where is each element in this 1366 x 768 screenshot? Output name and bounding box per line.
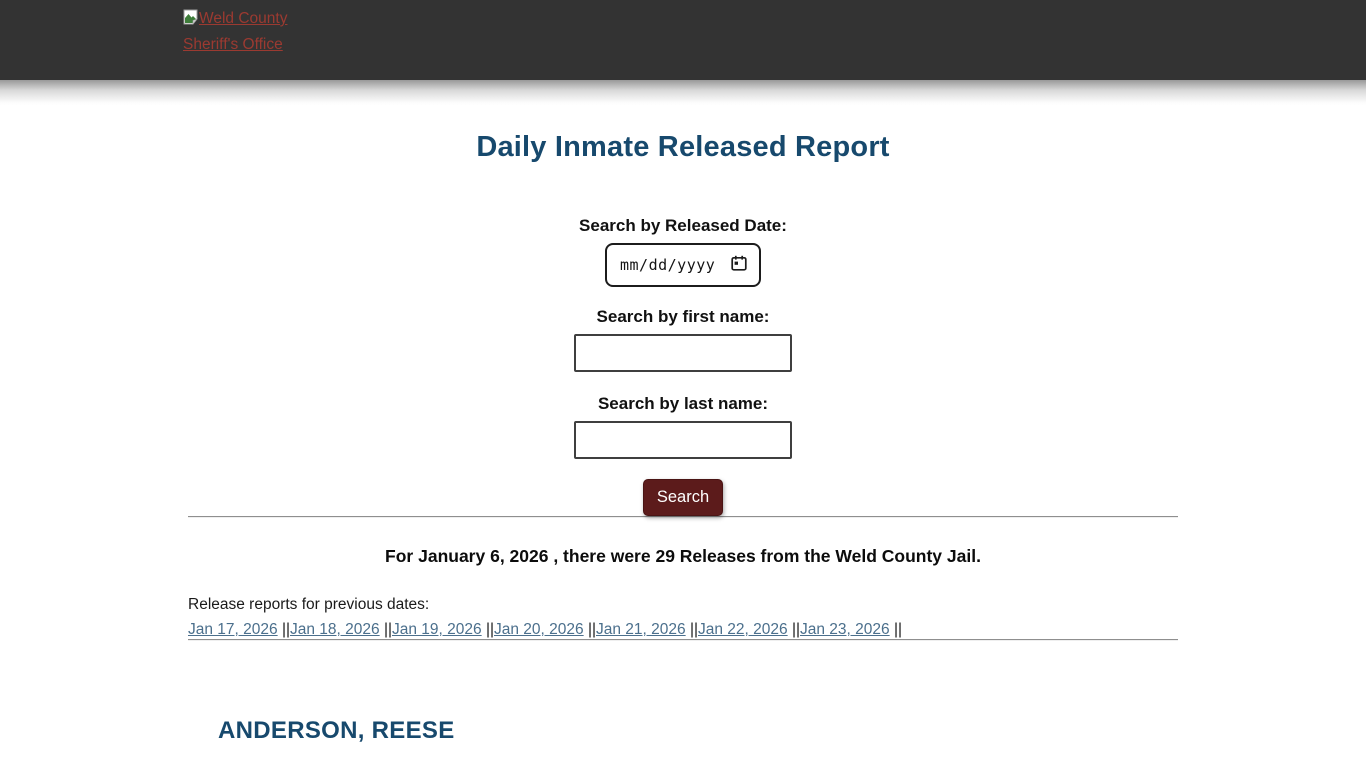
previous-date-link[interactable]: Jan 20, 2026 <box>494 621 584 638</box>
date-separator: || <box>685 621 698 638</box>
release-summary: For January 6, 2026 , there were 29 Rele… <box>385 546 981 566</box>
previous-date-links: Jan 17, 2026 ||Jan 18, 2026 ||Jan 19, 20… <box>188 621 1178 639</box>
released-date-label: Search by Released Date: <box>579 216 787 235</box>
date-separator: || <box>481 621 494 638</box>
page-title: Daily Inmate Released Report <box>476 131 890 163</box>
date-separator: || <box>889 621 902 638</box>
inmate-name-heading: ANDERSON, REESE <box>218 717 455 744</box>
main-content: Daily Inmate Released Report Search by R… <box>188 131 1178 745</box>
search-form: Search by Released Date: mm/dd/yyyy Sear… <box>188 216 1178 516</box>
search-button[interactable]: Search <box>642 479 724 516</box>
date-separator: || <box>787 621 800 638</box>
previous-date-link[interactable]: Jan 23, 2026 <box>800 621 890 638</box>
previous-date-link[interactable]: Jan 18, 2026 <box>290 621 380 638</box>
first-name-input[interactable] <box>574 334 792 372</box>
previous-dates-label: Release reports for previous dates: <box>188 596 430 613</box>
divider-bottom <box>188 639 1178 641</box>
sheriff-office-logo-link[interactable]: Weld County Sheriff's Office <box>183 7 297 57</box>
broken-image-icon <box>183 9 198 33</box>
first-name-label: Search by first name: <box>596 307 770 326</box>
previous-date-link[interactable]: Jan 19, 2026 <box>392 621 482 638</box>
previous-date-link[interactable]: Jan 21, 2026 <box>596 621 686 638</box>
logo-alt-text: Weld County Sheriff's Office <box>183 10 288 53</box>
previous-date-link[interactable]: Jan 17, 2026 <box>188 621 278 638</box>
last-name-label: Search by last name: <box>597 394 769 413</box>
previous-date-link[interactable]: Jan 22, 2026 <box>698 621 788 638</box>
date-placeholder-text: mm/dd/yyyy <box>620 256 716 274</box>
header-inner: Weld County Sheriff's Office <box>183 0 1183 57</box>
header-shadow <box>0 80 1366 106</box>
released-date-input[interactable]: mm/dd/yyyy <box>605 243 761 287</box>
calendar-icon[interactable] <box>731 255 747 276</box>
date-separator: || <box>277 621 290 638</box>
date-separator: || <box>583 621 596 638</box>
date-separator: || <box>379 621 392 638</box>
site-header: Weld County Sheriff's Office <box>0 0 1366 80</box>
last-name-input[interactable] <box>574 421 792 459</box>
divider-top <box>188 516 1178 518</box>
